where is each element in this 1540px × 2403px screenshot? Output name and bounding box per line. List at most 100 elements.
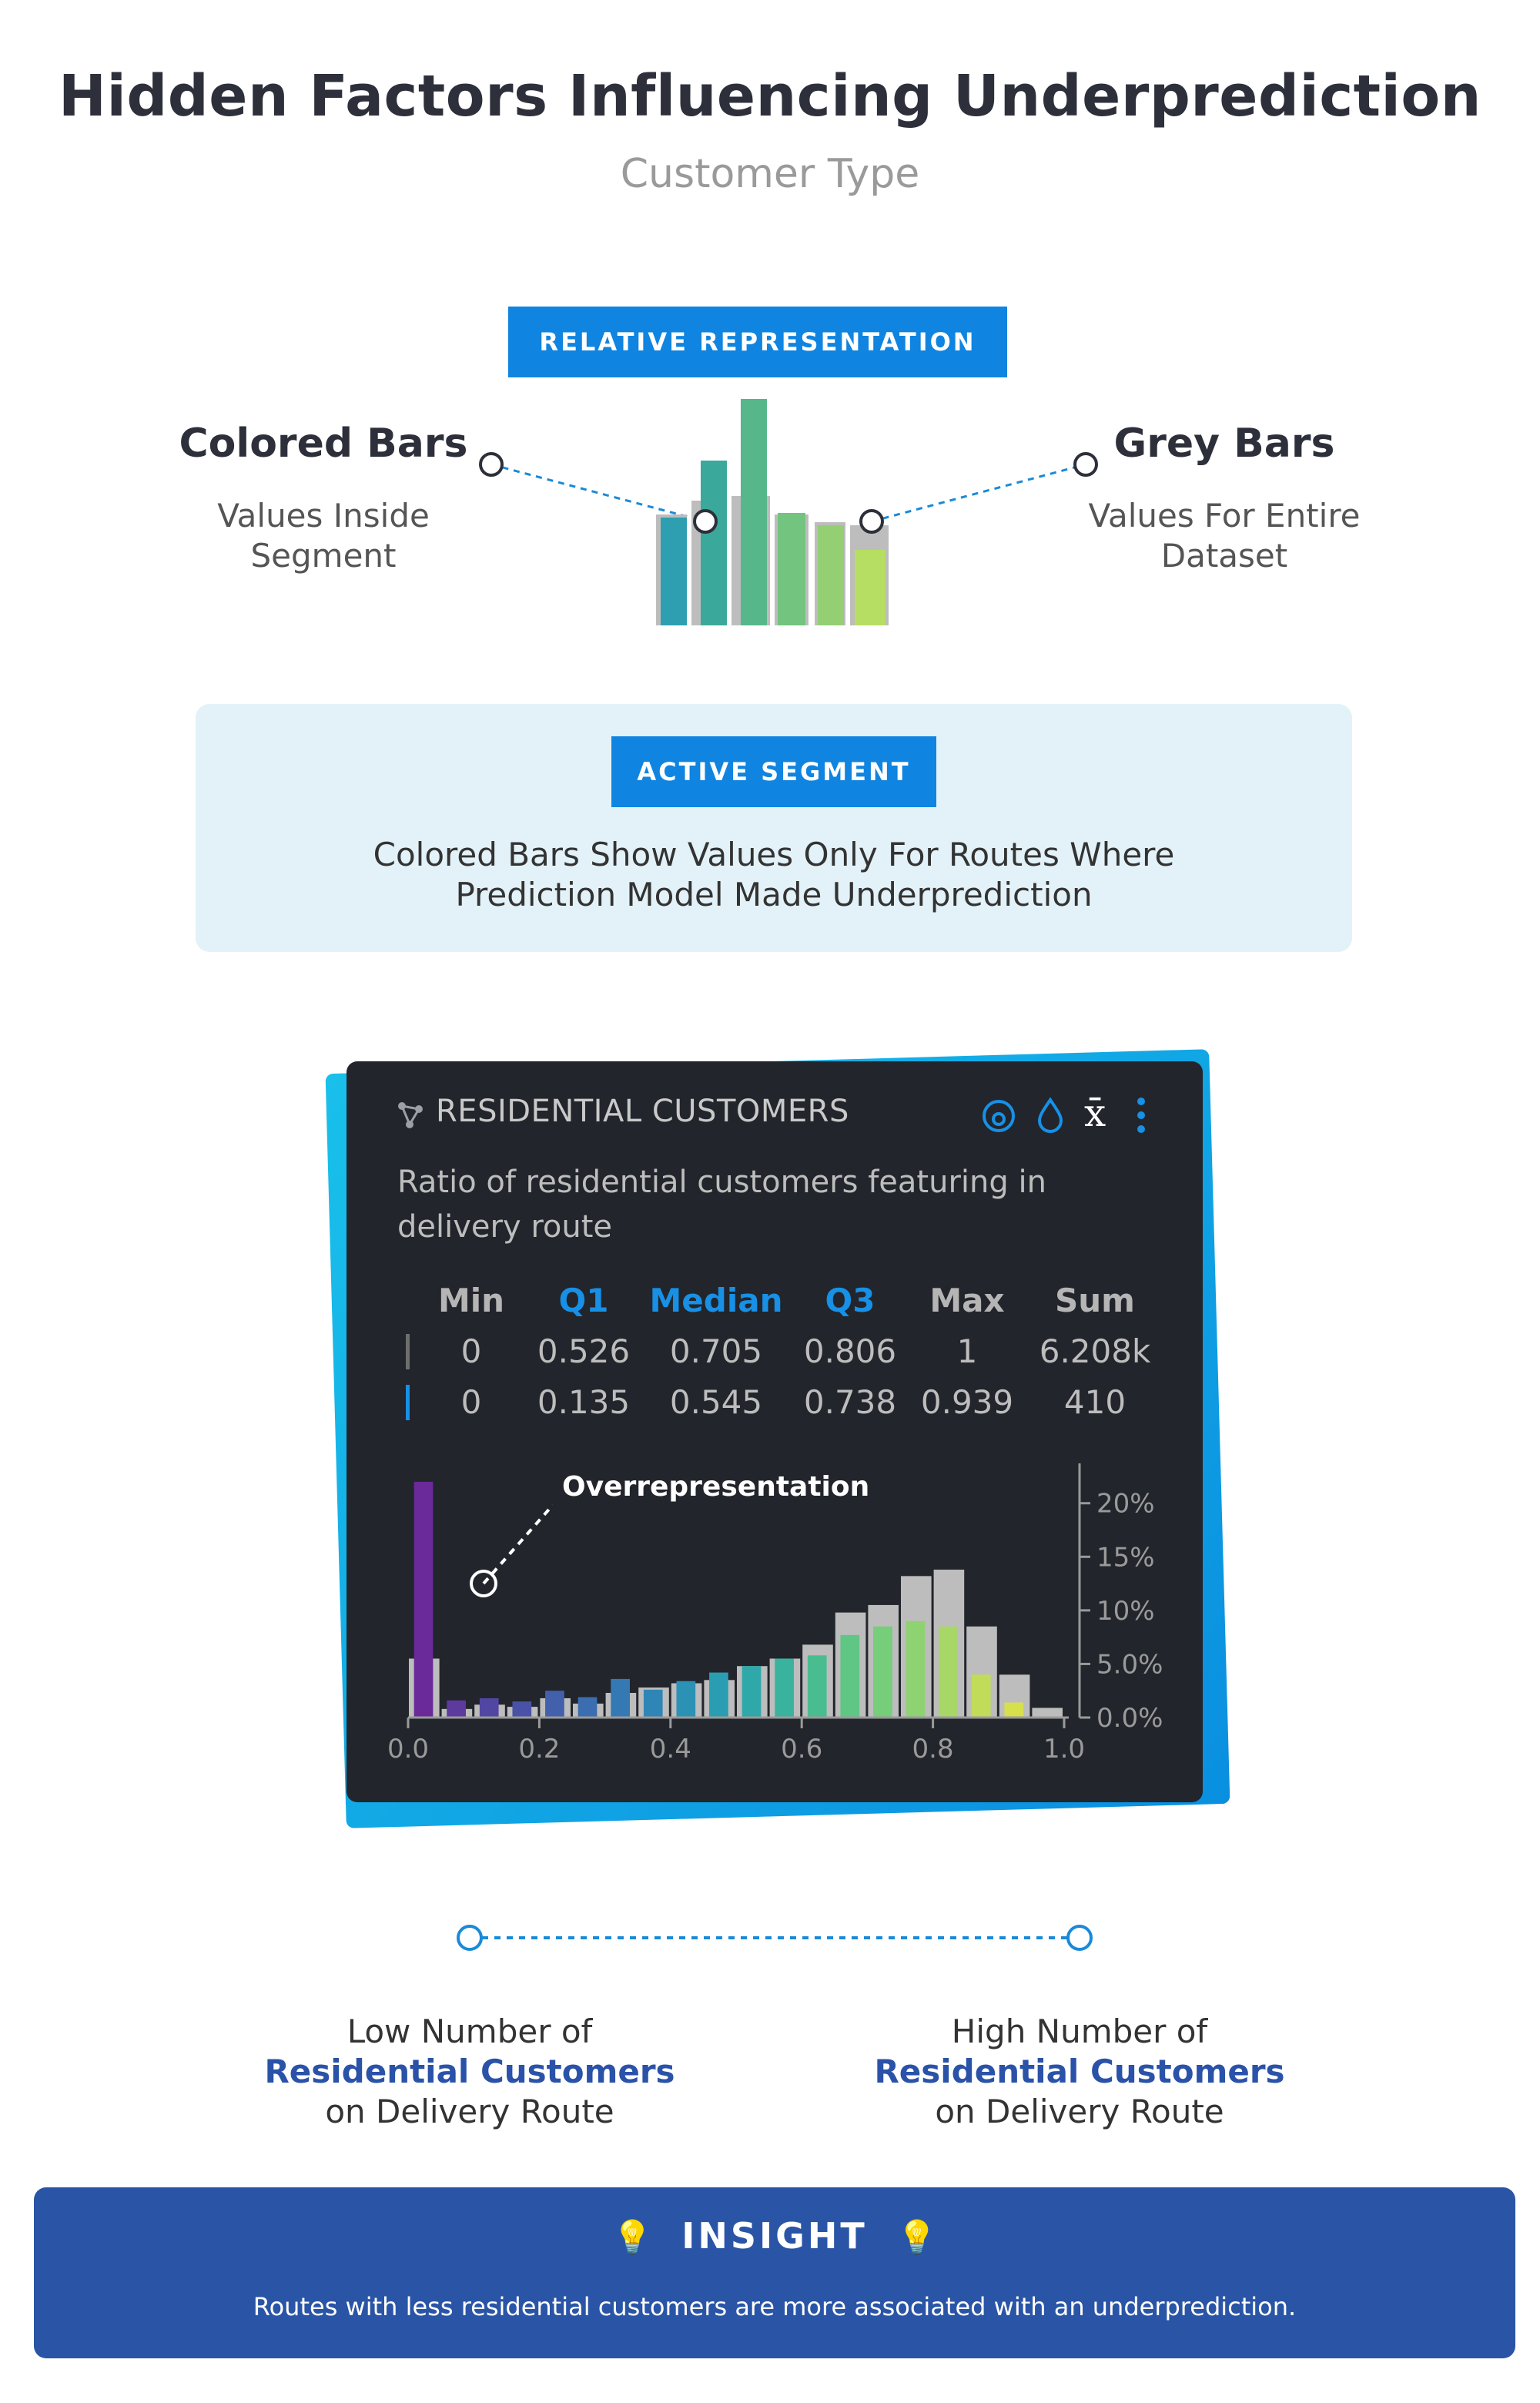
overrepresentation-label: Overrepresentation bbox=[562, 1471, 869, 1503]
dataset-q3: 0.806 bbox=[803, 1332, 897, 1370]
segment-bar bbox=[578, 1697, 598, 1718]
insight-text: Routes with less residential customers a… bbox=[253, 2292, 1297, 2321]
segment-row-marker bbox=[406, 1385, 410, 1420]
y-tick-label: 15% bbox=[1096, 1542, 1155, 1573]
panel-description: Ratio of residential customers featuring… bbox=[397, 1165, 1046, 1245]
stat-header-median: Median bbox=[649, 1282, 783, 1319]
segment-bar bbox=[479, 1698, 499, 1718]
segment-max: 0.939 bbox=[920, 1383, 1014, 1421]
segment-bar bbox=[971, 1674, 991, 1718]
segment-bar bbox=[676, 1681, 696, 1718]
insight-card bbox=[34, 2187, 1515, 2358]
range-indicator bbox=[457, 1925, 1093, 1951]
legend-colored-bar-6 bbox=[855, 550, 886, 625]
segment-bar bbox=[413, 1481, 434, 1718]
dataset-sum: 6.208k bbox=[1039, 1332, 1151, 1370]
drop-icon[interactable] bbox=[1033, 1097, 1067, 1134]
y-tick-label: 5.0% bbox=[1096, 1649, 1163, 1680]
insight-title: INSIGHT bbox=[681, 2215, 868, 2257]
more-icon[interactable] bbox=[1132, 1095, 1150, 1135]
high-caption-2: Residential Customers bbox=[874, 2053, 1285, 2090]
grey-bars-dot-outer bbox=[1073, 452, 1098, 477]
segment-bar bbox=[742, 1666, 762, 1718]
colored-bars-desc-2: Segment bbox=[250, 537, 397, 575]
dataset-max: 1 bbox=[956, 1332, 978, 1370]
histogram-chart: 0.0 0.2 0.4 0.6 0.8 1.0 0.0% 5.0% 10% 15% 20% Over… bbox=[387, 1463, 1163, 1765]
grey-bars-connector bbox=[871, 463, 1086, 523]
mean-icon[interactable]: x̄ bbox=[1084, 1091, 1106, 1135]
x-tick-label: 0.6 bbox=[781, 1734, 822, 1765]
low-caption-1: Low Number of bbox=[346, 2013, 593, 2050]
y-tick-label: 10% bbox=[1096, 1596, 1155, 1627]
segment-bar bbox=[807, 1655, 827, 1718]
segment-bar bbox=[611, 1678, 630, 1718]
legend-colored-bar-5 bbox=[818, 525, 844, 625]
grey-bars-desc-1: Values For Entire bbox=[1088, 497, 1361, 535]
stat-header-sum: Sum bbox=[1055, 1282, 1135, 1319]
dataset-row-marker bbox=[406, 1334, 410, 1369]
colored-bars-dot-inner bbox=[693, 509, 718, 534]
panel-title: RESIDENTIAL CUSTOMERS bbox=[436, 1094, 849, 1129]
lightbulb-icon: 💡 bbox=[611, 2218, 653, 2256]
colored-bars-heading: Colored Bars bbox=[179, 421, 468, 467]
legend-colored-bar-2 bbox=[701, 461, 727, 625]
segment-q3: 0.738 bbox=[803, 1383, 897, 1421]
y-tick-label: 0.0% bbox=[1096, 1703, 1163, 1734]
legend-colored-bar-4 bbox=[778, 513, 805, 625]
dataset-min: 0 bbox=[460, 1332, 482, 1370]
active-segment-text-2: Prediction Model Made Underprediction bbox=[455, 876, 1093, 913]
colored-bars-dot-outer bbox=[479, 452, 504, 477]
x-tick-label: 0.4 bbox=[650, 1734, 691, 1765]
stat-header-q3: Q3 bbox=[825, 1282, 875, 1319]
annotation-leader bbox=[482, 1503, 554, 1585]
colored-bars-desc-1: Values Inside bbox=[217, 497, 430, 535]
segment-bar bbox=[775, 1658, 794, 1718]
segment-bar bbox=[1004, 1702, 1024, 1718]
y-tick-label: 20% bbox=[1096, 1489, 1155, 1520]
stat-header-q1: Q1 bbox=[558, 1282, 609, 1319]
segment-min: 0 bbox=[460, 1383, 482, 1421]
legend-illustration bbox=[479, 399, 1098, 625]
high-caption-1: High Number of bbox=[951, 2013, 1208, 2050]
annotation-dot bbox=[470, 1570, 497, 1597]
segment-bar bbox=[906, 1620, 926, 1718]
segment-bar bbox=[512, 1701, 532, 1718]
segment-bar bbox=[873, 1626, 892, 1718]
low-caption-2: Residential Customers bbox=[264, 2053, 675, 2090]
page-title: Hidden Factors Influencing Underpredicti… bbox=[59, 63, 1481, 129]
legend-colored-bar-1 bbox=[661, 518, 687, 625]
legend-colored-bar-3 bbox=[741, 399, 767, 625]
high-caption-3: on Delivery Route bbox=[935, 2093, 1224, 2130]
dataset-bar bbox=[1032, 1708, 1063, 1718]
x-tick-label: 0.2 bbox=[518, 1734, 560, 1765]
range-low-dot bbox=[457, 1925, 483, 1951]
colored-bars-connector bbox=[490, 463, 706, 523]
stat-header-min: Min bbox=[437, 1282, 505, 1319]
segment-bar bbox=[447, 1700, 466, 1718]
dataset-q1: 0.526 bbox=[537, 1332, 631, 1370]
grey-bars-heading: Grey Bars bbox=[1113, 421, 1335, 467]
segment-median: 0.545 bbox=[669, 1383, 763, 1421]
range-high-dot bbox=[1066, 1925, 1093, 1951]
segment-bar bbox=[545, 1691, 564, 1718]
x-tick-label: 0.8 bbox=[912, 1734, 954, 1765]
segment-bar bbox=[643, 1689, 663, 1718]
active-segment-tag: ACTIVE SEGMENT bbox=[611, 736, 936, 807]
segment-bar bbox=[709, 1672, 728, 1718]
segment-bar bbox=[939, 1626, 958, 1718]
active-segment-text-1: Colored Bars Show Values Only For Routes… bbox=[373, 836, 1175, 873]
relative-representation-tag: RELATIVE REPRESENTATION bbox=[508, 307, 1007, 377]
x-tick-label: 1.0 bbox=[1043, 1734, 1085, 1765]
x-tick-label: 0.0 bbox=[387, 1734, 429, 1765]
dataset-median: 0.705 bbox=[669, 1332, 763, 1370]
stat-header-max: Max bbox=[929, 1282, 1005, 1319]
segment-q1: 0.135 bbox=[537, 1383, 631, 1421]
target-icon[interactable] bbox=[981, 1098, 1016, 1134]
low-caption-3: on Delivery Route bbox=[325, 2093, 614, 2130]
lightbulb-icon: 💡 bbox=[896, 2218, 938, 2256]
network-icon bbox=[398, 1102, 423, 1128]
page-subtitle: Customer Type bbox=[620, 151, 920, 197]
segment-bar bbox=[840, 1634, 860, 1718]
segment-sum: 410 bbox=[1063, 1383, 1127, 1421]
grey-bars-dot-inner bbox=[859, 509, 884, 534]
